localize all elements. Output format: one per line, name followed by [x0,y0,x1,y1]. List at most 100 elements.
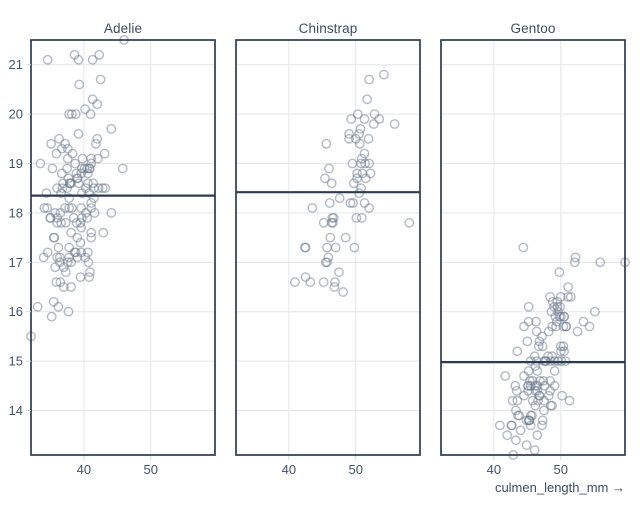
data-point [86,227,97,238]
data-point [532,366,543,376]
data-point [563,282,573,292]
data-point [355,123,366,134]
data-point [346,114,356,124]
data-point [512,395,523,406]
data-point [572,326,583,337]
data-point [42,54,53,65]
data-point [93,183,104,194]
data-point [584,321,595,332]
data-point [38,252,49,263]
scatter-points [494,242,630,460]
data-point [80,252,91,263]
data-point [558,341,569,352]
data-point [404,217,415,228]
data-point [63,306,74,317]
data-point [515,425,526,436]
facet-panel-chinstrap: 40 50 [235,39,421,477]
data-point [330,242,341,253]
data-point [537,331,547,342]
data-point [62,153,73,164]
data-point [359,148,370,159]
data-point [510,380,521,391]
data-point [66,109,77,120]
data-point [318,217,329,228]
data-point [500,371,511,381]
data-point [533,395,543,406]
data-point [60,267,71,278]
x-tick-label: 40 [487,462,501,477]
data-point [42,203,52,213]
data-point [326,217,337,228]
data-point [354,138,365,149]
data-point [53,242,64,253]
data-point [100,183,111,194]
data-point [60,138,70,149]
data-point [374,114,385,124]
data-point [595,257,606,268]
data-point [32,301,43,312]
data-point [563,291,573,302]
data-point [75,237,86,248]
data-point [87,94,98,105]
data-point [352,168,362,179]
y-tick-label: 17 [9,255,23,270]
data-point [356,153,367,164]
panel-border [235,39,421,456]
data-point [86,153,97,164]
data-point [62,183,72,194]
data-point [99,148,110,159]
data-point [84,272,95,282]
data-point [73,54,84,65]
data-point [538,375,549,386]
data-point [83,257,94,268]
data-point [289,277,300,287]
data-point [66,257,77,268]
data-point [77,163,87,174]
data-point [72,173,83,184]
facet-panel-adelie: 40 50 [26,35,216,477]
data-point [553,306,563,317]
data-point [323,252,334,263]
data-point [56,143,67,154]
data-point [87,54,98,65]
data-point [69,247,80,258]
y-tick-label: 16 [9,304,23,319]
data-point [305,277,316,287]
data-point [547,296,558,307]
data-point [590,306,600,317]
data-point [364,203,374,213]
data-point [85,109,96,120]
data-point [117,163,128,174]
data-point [531,326,542,337]
data-point [321,138,332,149]
data-point [365,168,376,179]
data-point [551,316,562,327]
data-point [523,301,534,312]
data-point [92,133,103,144]
data-point [85,267,95,278]
data-point [551,321,561,332]
grid [31,40,215,455]
data-point [523,366,534,376]
data-point [106,207,117,218]
data-point [356,158,366,169]
data-point [570,252,581,263]
data-point [521,440,532,450]
data-point [49,232,60,243]
data-point [549,366,560,376]
data-point [359,198,370,208]
data-point [518,242,529,253]
x-tick-label: 50 [554,462,568,477]
data-point [39,203,50,213]
data-point [54,133,64,144]
data-point [62,143,73,154]
data-point [561,321,571,332]
facet-panel-gentoo: 40 50 [440,39,630,477]
data-point [84,163,95,174]
data-point [70,158,81,169]
x-tick-label: 40 [77,462,91,477]
panel-border [30,39,216,456]
data-point [94,49,105,60]
data-point [89,193,99,204]
